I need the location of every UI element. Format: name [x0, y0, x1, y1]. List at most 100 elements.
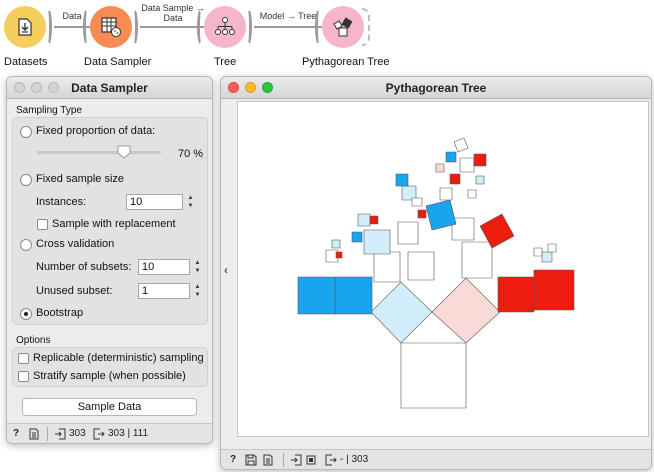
tree-node-square[interactable] — [439, 187, 453, 201]
tree-node-square[interactable] — [467, 189, 477, 199]
tree-node-square[interactable] — [541, 251, 553, 263]
zoom-button[interactable] — [262, 82, 273, 93]
tree-node-square[interactable] — [435, 163, 445, 173]
cross-validation-label: Cross validation — [36, 238, 115, 250]
help-icon[interactable]: ? — [230, 454, 237, 465]
tree-node-square[interactable] — [497, 276, 535, 313]
minimize-button[interactable] — [245, 82, 256, 93]
tree-model-icon — [306, 455, 316, 465]
tree-node-square[interactable] — [363, 229, 391, 255]
link-data[interactable] — [54, 26, 90, 28]
pythagorean-tree-title: Pythagorean Tree — [385, 81, 487, 95]
output-icon — [93, 428, 105, 440]
output-count: 303 | 111 — [108, 428, 149, 439]
link-model-tree[interactable] — [254, 26, 322, 28]
stratify-sample-checkbox[interactable] — [18, 371, 29, 382]
tree-node-square[interactable] — [411, 197, 423, 207]
node-data-sampler-input-arc — [83, 8, 91, 46]
help-icon[interactable]: ? — [13, 428, 20, 439]
tree-node-square[interactable] — [395, 173, 409, 187]
number-of-subsets-spin-arrows[interactable]: ▲ ▼ — [194, 260, 201, 274]
tree-node-square[interactable] — [449, 173, 461, 185]
tree-node-square[interactable] — [417, 209, 427, 219]
bootstrap-radio[interactable] — [20, 308, 32, 320]
tree-node-square[interactable] — [459, 157, 475, 173]
tree-plot-area[interactable] — [237, 101, 649, 437]
node-data-sampler-output-arc — [130, 8, 138, 46]
tree-node-square[interactable] — [351, 231, 363, 243]
unused-subset-label: Unused subset: — [36, 285, 113, 297]
node-tree-output-arc — [244, 8, 252, 46]
instances-spin-arrows[interactable]: ▲ ▼ — [187, 195, 194, 209]
tree-node-square[interactable] — [533, 247, 543, 257]
cross-validation-radio[interactable] — [20, 239, 32, 251]
proportion-slider-track[interactable] — [37, 145, 161, 159]
node-tree[interactable] — [196, 2, 254, 52]
zoom-button[interactable] — [48, 82, 59, 93]
tree-node-square[interactable] — [407, 251, 435, 281]
sampling-type-label: Sampling Type — [16, 105, 82, 116]
tree-node-square[interactable] — [373, 251, 401, 283]
link-data-sample-label-line2: Data — [163, 13, 183, 23]
fixed-sample-size-radio[interactable] — [20, 174, 32, 186]
node-data-sampler[interactable] — [82, 2, 140, 52]
tree-node-square[interactable] — [397, 221, 419, 245]
tree-node-square[interactable] — [357, 213, 371, 227]
tree-node-square[interactable] — [425, 199, 457, 231]
tree-node-square[interactable] — [370, 281, 433, 344]
data-sampler-titlebar[interactable]: Data Sampler — [7, 77, 212, 99]
statusbar-separator — [283, 453, 284, 467]
input-count: 303 — [69, 428, 86, 439]
node-pythagorean-tree-label: Pythagorean Tree — [302, 56, 390, 68]
number-of-subsets-label: Number of subsets: — [36, 261, 132, 273]
link-data-sample[interactable] — [140, 26, 206, 28]
node-pythagorean-tree[interactable] — [314, 2, 372, 52]
tree-node-square[interactable] — [369, 215, 379, 225]
collapse-controls-chevron-icon[interactable]: ‹ — [224, 263, 228, 277]
unused-subset-spinbox[interactable]: 1 — [138, 283, 190, 299]
tree-node-square[interactable] — [335, 251, 343, 259]
sample-data-button[interactable]: Sample Data — [22, 398, 197, 416]
tree-node-square[interactable] — [400, 342, 467, 409]
tree-node-square[interactable] — [453, 137, 469, 153]
statusbar-separator — [47, 427, 48, 441]
bootstrap-label: Bootstrap — [36, 307, 84, 319]
fixed-proportion-radio[interactable] — [20, 126, 32, 138]
replicable-sampling-checkbox[interactable] — [18, 353, 29, 364]
tree-node-square[interactable] — [533, 269, 575, 311]
report-icon[interactable] — [263, 454, 273, 466]
tree-node-square[interactable] — [297, 276, 336, 315]
node-pythagorean-tree-circle — [322, 6, 364, 48]
tree-node-square[interactable] — [431, 277, 501, 344]
pythagorean-tree-titlebar[interactable]: Pythagorean Tree — [221, 77, 651, 99]
close-button[interactable] — [228, 82, 239, 93]
minimize-button[interactable] — [31, 82, 42, 93]
node-tree-input-arc — [197, 8, 205, 46]
save-icon[interactable] — [245, 454, 257, 466]
unused-subset-spin-arrows[interactable]: ▲ ▼ — [194, 284, 201, 298]
link-model-tree-label: Model → Tree — [259, 11, 317, 21]
sample-with-replacement-checkbox[interactable] — [37, 219, 48, 230]
node-datasets[interactable] — [0, 2, 54, 52]
tree-node-square[interactable] — [475, 175, 485, 185]
sampling-type-group: Fixed proportion of data: 70 % Fixed sam… — [12, 117, 208, 325]
tree-node-square[interactable] — [479, 213, 515, 249]
proportion-slider-thumb[interactable] — [117, 145, 131, 159]
report-icon[interactable] — [29, 428, 39, 440]
node-data-sampler-label: Data Sampler — [84, 56, 152, 68]
tree-node-square[interactable] — [461, 241, 493, 279]
instances-spinbox[interactable]: 10 — [126, 194, 183, 210]
tree-node-square[interactable] — [451, 217, 475, 241]
tree-node-square[interactable] — [473, 153, 487, 167]
fixed-sample-size-label: Fixed sample size — [36, 173, 125, 185]
tree-node-square[interactable] — [445, 151, 457, 163]
close-button[interactable] — [14, 82, 25, 93]
tree-node-square[interactable] — [331, 239, 341, 249]
tree-node-square[interactable] — [325, 249, 339, 263]
table-sampler-icon — [101, 17, 121, 37]
number-of-subsets-spinbox[interactable]: 10 — [138, 259, 190, 275]
tree-node-square[interactable] — [547, 243, 557, 253]
tree-node-square[interactable] — [334, 276, 373, 315]
options-label: Options — [16, 335, 51, 346]
stratify-sample-label: Stratify sample (when possible) — [33, 370, 186, 382]
